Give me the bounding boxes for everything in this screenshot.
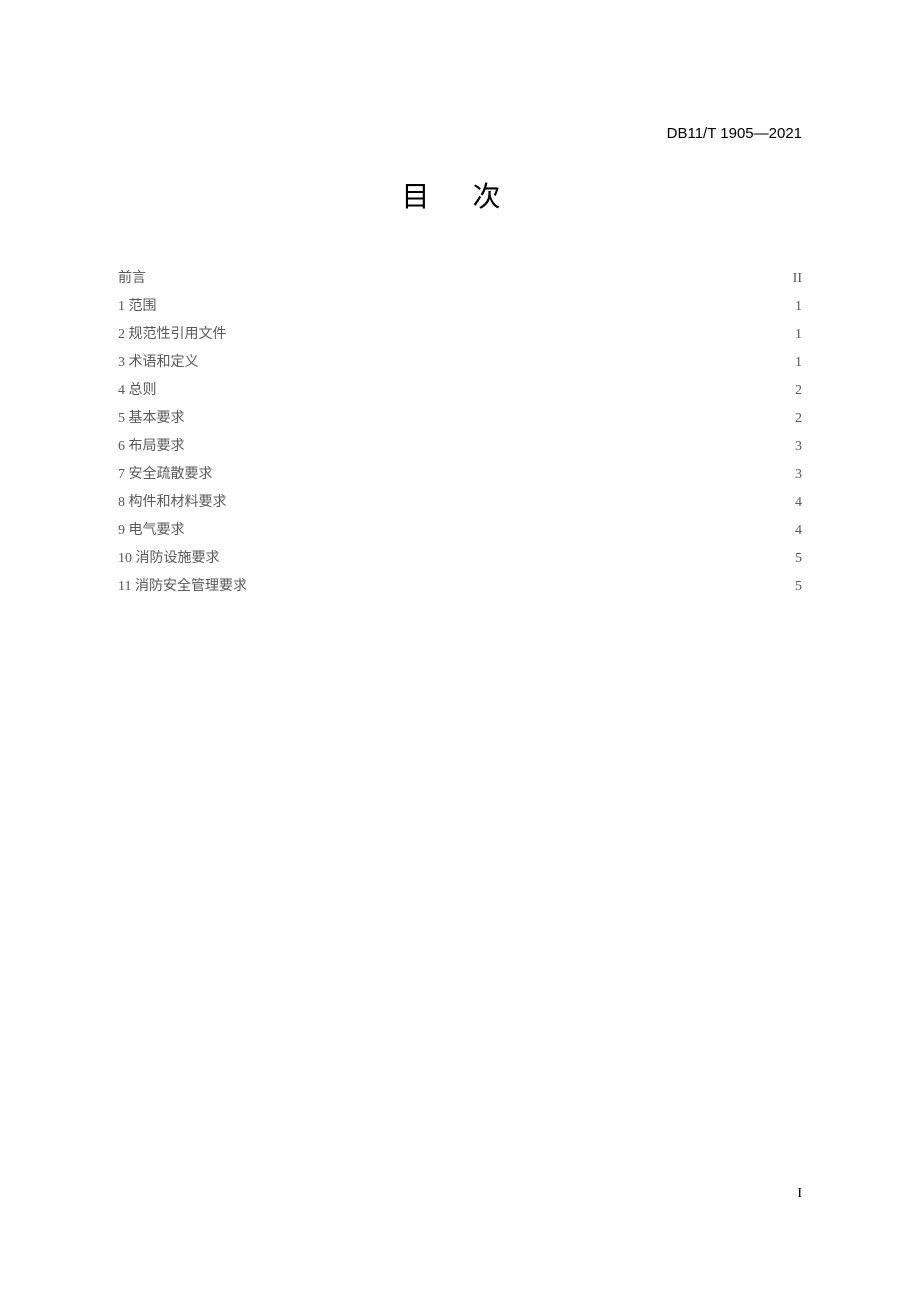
toc-label: 9 电气要求 [118, 517, 185, 545]
page-title: 目 次 [118, 175, 802, 215]
toc-label: 5 基本要求 [118, 405, 185, 433]
toc-entry: 6 布局要求 3 [118, 433, 802, 461]
toc-label: 1 范围 [118, 293, 157, 321]
toc-entry: 前言 II [118, 265, 802, 293]
toc-page-number: 2 [786, 405, 802, 433]
toc-page-number: 4 [786, 517, 802, 545]
toc-entry: 9 电气要求 4 [118, 517, 802, 545]
toc-page-number: 3 [786, 433, 802, 461]
toc-label: 6 布局要求 [118, 433, 185, 461]
toc-label: 11 消防安全管理要求 [118, 573, 247, 601]
toc-page-number: 1 [786, 321, 802, 349]
toc-page-number: II [786, 265, 802, 293]
toc-page-number: 4 [786, 489, 802, 517]
toc-label: 10 消防设施要求 [118, 545, 220, 573]
toc-label: 2 规范性引用文件 [118, 321, 227, 349]
toc-entry: 5 基本要求 2 [118, 405, 802, 433]
toc-entry: 3 术语和定义 1 [118, 349, 802, 377]
toc-page-number: 3 [786, 461, 802, 489]
toc-label: 前言 [118, 265, 146, 293]
toc-page-number: 5 [786, 573, 802, 601]
document-code: DB11/T 1905—2021 [667, 125, 802, 142]
page-number: I [797, 1186, 802, 1202]
table-of-contents: 前言II1 范围12 规范性引用文件13 术语和定义14 总则25 基本要求26… [118, 265, 802, 601]
toc-label: 3 术语和定义 [118, 349, 199, 377]
toc-label: 7 安全疏散要求 [118, 461, 213, 489]
toc-page-number: 1 [786, 349, 802, 377]
toc-label: 8 构件和材料要求 [118, 489, 227, 517]
toc-entry: 10 消防设施要求 5 [118, 545, 802, 573]
toc-entry: 11 消防安全管理要求 5 [118, 573, 802, 601]
toc-label: 4 总则 [118, 377, 157, 405]
toc-page-number: 1 [786, 293, 802, 321]
toc-entry: 2 规范性引用文件 1 [118, 321, 802, 349]
toc-entry: 7 安全疏散要求 3 [118, 461, 802, 489]
toc-page-number: 2 [786, 377, 802, 405]
toc-entry: 8 构件和材料要求 4 [118, 489, 802, 517]
toc-page-number: 5 [786, 545, 802, 573]
toc-entry: 4 总则 2 [118, 377, 802, 405]
toc-entry: 1 范围 1 [118, 293, 802, 321]
